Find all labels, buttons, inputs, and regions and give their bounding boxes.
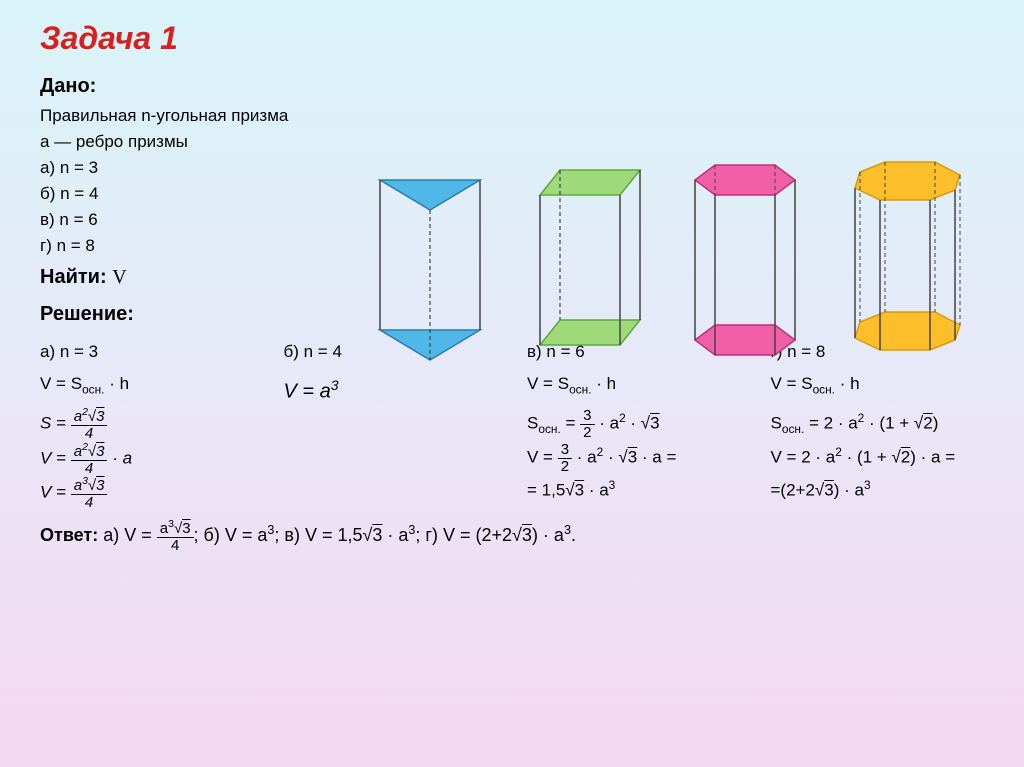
square-prism-icon <box>540 170 640 345</box>
hexagonal-prism-icon <box>695 165 795 355</box>
problem-title: Задача 1 <box>40 20 984 57</box>
triangular-prism-icon <box>380 180 480 360</box>
given-line: Правильная n-угольная призма <box>40 106 984 126</box>
given-line: a — ребро призмы <box>40 132 984 152</box>
given-label: Дано: <box>40 75 984 98</box>
answer-line: Ответ: а) V = a3√34; б) V = a3; в) V = 1… <box>40 519 984 554</box>
octagonal-prism-icon <box>855 162 960 350</box>
prisms-diagram <box>350 150 1000 390</box>
solution-col-a: а) n = 3 V = Sосн. · h S = a2√34 V = a2√… <box>40 336 254 511</box>
